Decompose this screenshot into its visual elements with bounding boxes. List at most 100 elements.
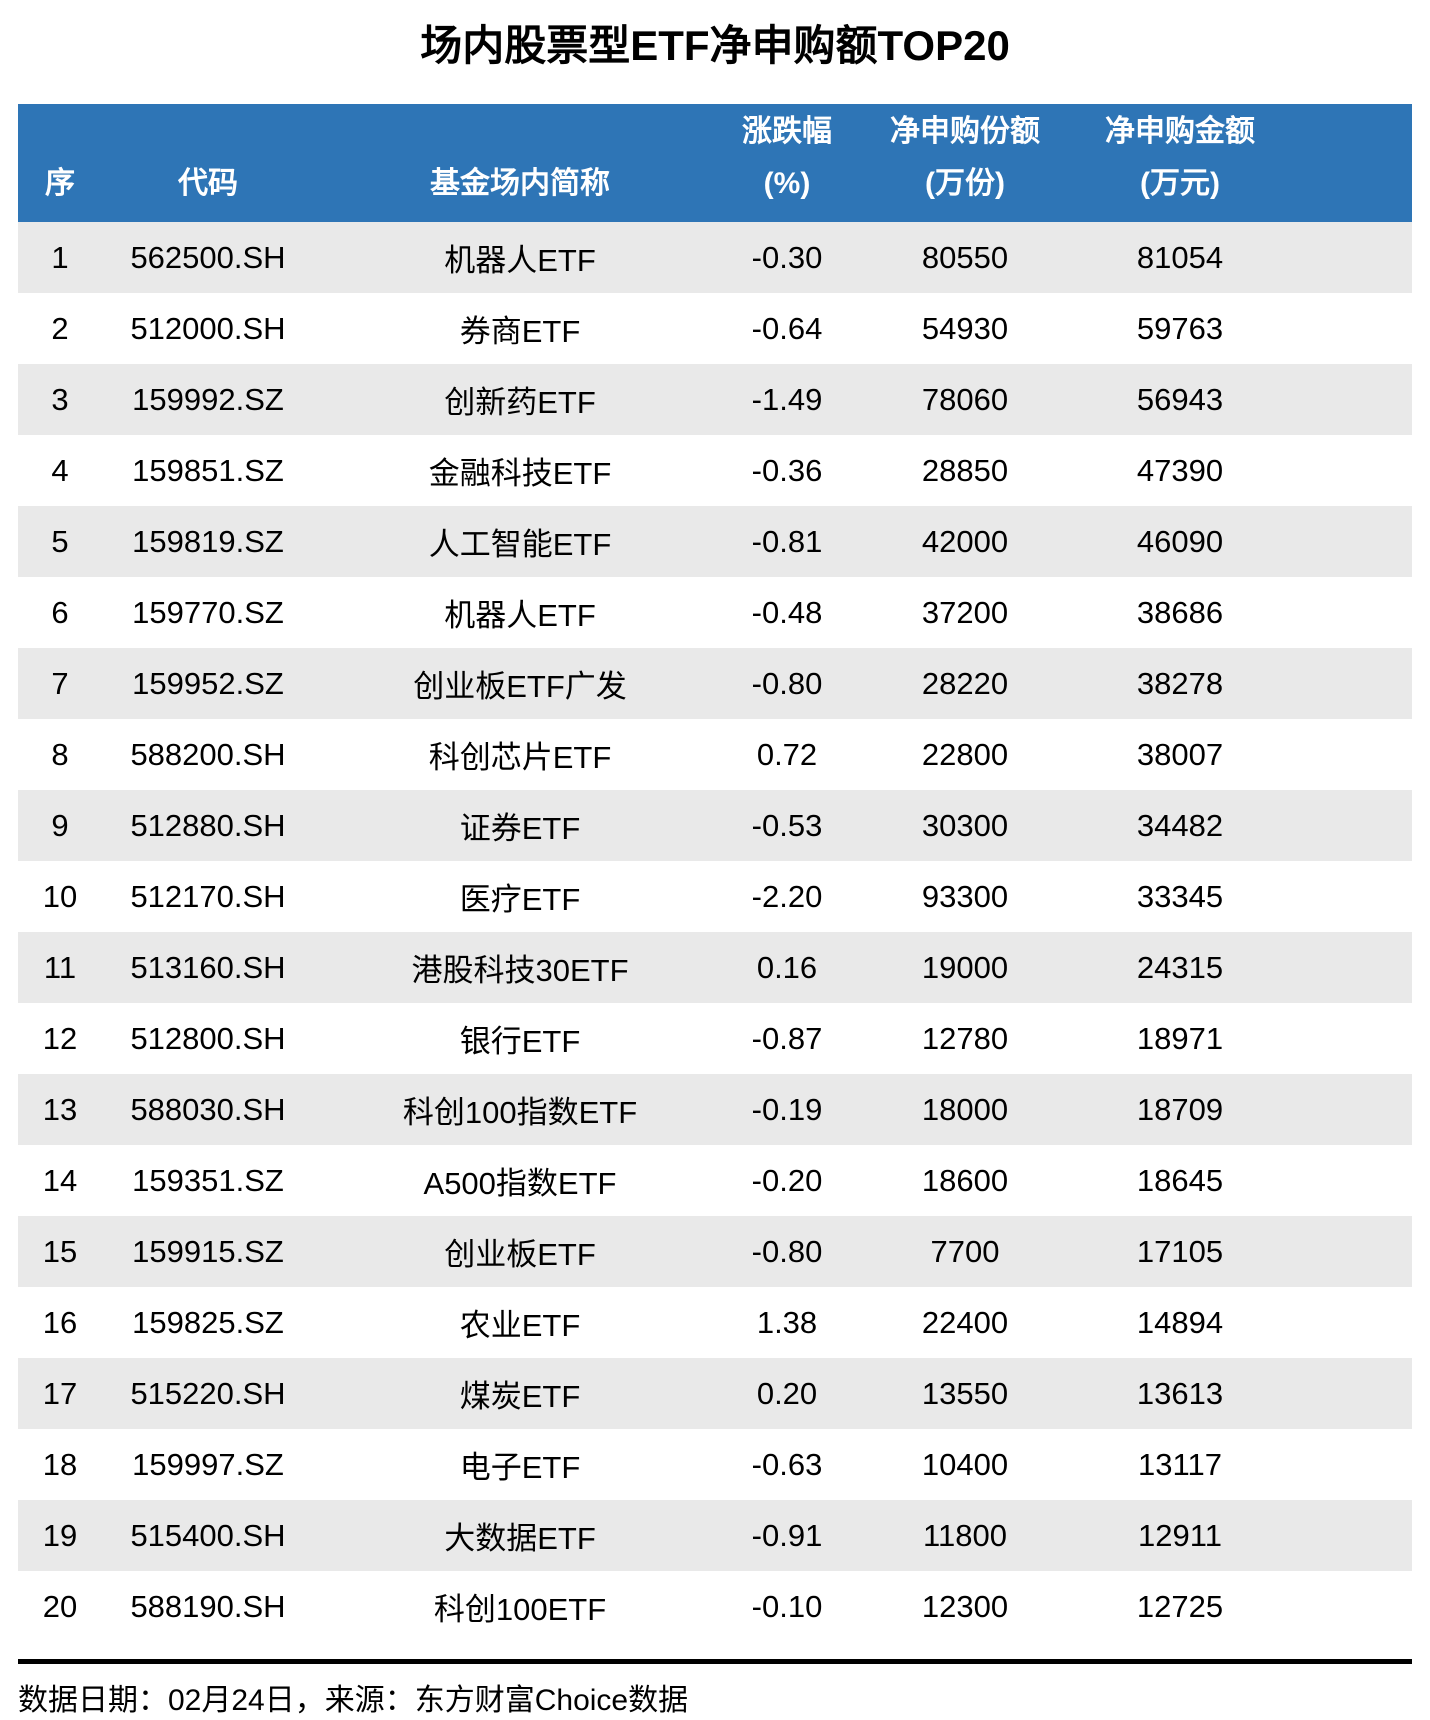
net-amount-cell: 24315 <box>1136 949 1224 985</box>
change-pct-cell: -0.64 <box>751 310 823 346</box>
code-cell: 159997.SZ <box>132 1446 284 1482</box>
net-amount-cell: 38007 <box>1136 736 1224 772</box>
fund-name-cell: 金融科技ETF <box>428 456 612 491</box>
rank-cell: 11 <box>43 949 77 985</box>
table-row: 17 515220.SH 煤炭ETF 0.20 13550 13613 <box>18 1358 1412 1429</box>
code-cell: 512000.SH <box>130 310 286 346</box>
change-pct-cell: -0.10 <box>751 1588 823 1624</box>
net-shares-cell: 78060 <box>921 381 1009 417</box>
code-cell: 159819.SZ <box>132 523 284 559</box>
table-row: 8 588200.SH 科创芯片ETF 0.72 22800 38007 <box>18 719 1412 790</box>
table-body: 1 562500.SH 机器人ETF -0.30 80550 81054 2 5… <box>18 222 1412 1642</box>
rank-cell: 14 <box>42 1162 78 1198</box>
rank-cell: 19 <box>42 1517 78 1553</box>
net-amount-cell: 18709 <box>1136 1091 1224 1127</box>
net-amount-cell: 14894 <box>1136 1304 1224 1340</box>
rank-cell: 16 <box>42 1304 78 1340</box>
fund-name-cell: 证券ETF <box>459 811 581 846</box>
code-cell: 513160.SH <box>130 949 286 985</box>
table-row: 16 159825.SZ 农业ETF 1.38 22400 14894 <box>18 1287 1412 1358</box>
table-row: 4 159851.SZ 金融科技ETF -0.36 28850 47390 <box>18 435 1412 506</box>
fund-name-cell: 创业板ETF <box>444 1237 596 1272</box>
table-row: 5 159819.SZ 人工智能ETF -0.81 42000 46090 <box>18 506 1412 577</box>
code-cell: 512800.SH <box>130 1020 286 1056</box>
fund-name-cell: 机器人ETF <box>444 598 596 633</box>
code-cell: 588190.SH <box>130 1588 286 1624</box>
net-shares-cell: 22400 <box>921 1304 1009 1340</box>
change-pct-cell: -0.19 <box>751 1091 823 1127</box>
col-header-change: 涨跌幅 (%) <box>726 104 848 222</box>
net-amount-cell: 34482 <box>1136 807 1224 843</box>
table-row: 10 512170.SH 医疗ETF -2.20 93300 33345 <box>18 861 1412 932</box>
change-pct-cell: -0.91 <box>751 1517 823 1553</box>
net-shares-cell: 12300 <box>921 1588 1009 1624</box>
fund-name-cell: A500指数ETF <box>423 1166 617 1201</box>
fund-name-cell: 医疗ETF <box>459 882 581 917</box>
code-cell: 588200.SH <box>130 736 286 772</box>
rank-cell: 6 <box>51 594 69 630</box>
net-shares-cell: 11800 <box>923 1517 1007 1553</box>
rank-cell: 7 <box>51 665 69 701</box>
net-shares-cell: 54930 <box>921 310 1009 346</box>
fund-name-cell: 券商ETF <box>459 314 581 349</box>
net-amount-cell: 59763 <box>1136 310 1224 346</box>
col-header-net-shares: 净申购份额 (万份) <box>848 104 1082 222</box>
rank-cell: 13 <box>42 1091 78 1127</box>
footer-note: 数据日期：02月24日，来源：东方财富Choice数据 <box>18 1684 689 1717</box>
table-row: 2 512000.SH 券商ETF -0.64 54930 59763 <box>18 293 1412 364</box>
rank-cell: 3 <box>51 381 69 417</box>
change-pct-cell: -0.80 <box>751 665 823 701</box>
net-amount-cell: 38278 <box>1136 665 1224 701</box>
change-pct-cell: -0.48 <box>751 594 823 630</box>
change-pct-cell: -0.30 <box>751 239 823 275</box>
table-row: 14 159351.SZ A500指数ETF -0.20 18600 18645 <box>18 1145 1412 1216</box>
col-header-name-label: 基金场内简称 <box>430 167 610 200</box>
net-shares-cell: 7700 <box>930 1233 1000 1269</box>
code-cell: 515400.SH <box>130 1517 286 1553</box>
table-row: 19 515400.SH 大数据ETF -0.91 11800 12911 <box>18 1500 1412 1571</box>
table-row: 12 512800.SH 银行ETF -0.87 12780 18971 <box>18 1003 1412 1074</box>
table-row: 7 159952.SZ 创业板ETF广发 -0.80 28220 38278 <box>18 648 1412 719</box>
col-header-rank: 序 <box>18 104 102 222</box>
net-amount-cell: 38686 <box>1136 594 1224 630</box>
net-shares-cell: 80550 <box>921 239 1009 275</box>
net-amount-cell: 47390 <box>1136 452 1224 488</box>
net-shares-cell: 19000 <box>921 949 1009 985</box>
net-shares-cell: 28220 <box>921 665 1009 701</box>
rank-cell: 12 <box>42 1020 78 1056</box>
fund-name-cell: 银行ETF <box>459 1024 581 1059</box>
change-pct-cell: -0.81 <box>751 523 823 559</box>
code-cell: 159851.SZ <box>132 452 284 488</box>
fund-name-cell: 科创芯片ETF <box>428 740 612 775</box>
col-header-net-amount-sub: (万元) <box>1140 167 1220 200</box>
change-pct-cell: -0.80 <box>751 1233 823 1269</box>
code-cell: 159992.SZ <box>132 381 284 417</box>
table-row: 9 512880.SH 证券ETF -0.53 30300 34482 <box>18 790 1412 861</box>
net-shares-cell: 42000 <box>921 523 1009 559</box>
net-shares-cell: 30300 <box>921 807 1009 843</box>
rank-cell: 8 <box>51 736 69 772</box>
code-cell: 159351.SZ <box>132 1162 284 1198</box>
net-amount-cell: 18645 <box>1136 1162 1224 1198</box>
net-amount-cell: 13613 <box>1136 1375 1224 1411</box>
fund-name-cell: 农业ETF <box>459 1308 581 1343</box>
code-cell: 515220.SH <box>130 1375 286 1411</box>
net-shares-cell: 22800 <box>921 736 1009 772</box>
net-amount-cell: 12911 <box>1138 1517 1222 1553</box>
table-row: 1 562500.SH 机器人ETF -0.30 80550 81054 <box>18 222 1412 293</box>
fund-name-cell: 科创100ETF <box>433 1592 607 1627</box>
rank-cell: 2 <box>51 310 69 346</box>
fund-name-cell: 创新药ETF <box>444 385 596 420</box>
col-header-net-amount: 净申购金额 (万元) <box>1082 104 1412 222</box>
net-amount-cell: 81054 <box>1136 239 1224 275</box>
net-amount-cell: 46090 <box>1136 523 1224 559</box>
fund-name-cell: 煤炭ETF <box>459 1379 581 1414</box>
code-cell: 159952.SZ <box>132 665 284 701</box>
col-header-net-shares-sub: (万份) <box>925 167 1005 200</box>
table-row: 3 159992.SZ 创新药ETF -1.49 78060 56943 <box>18 364 1412 435</box>
rank-cell: 9 <box>51 807 69 843</box>
code-cell: 512880.SH <box>130 807 286 843</box>
net-shares-cell: 93300 <box>921 878 1009 914</box>
change-pct-cell: -0.53 <box>751 807 823 843</box>
code-cell: 562500.SH <box>130 239 286 275</box>
